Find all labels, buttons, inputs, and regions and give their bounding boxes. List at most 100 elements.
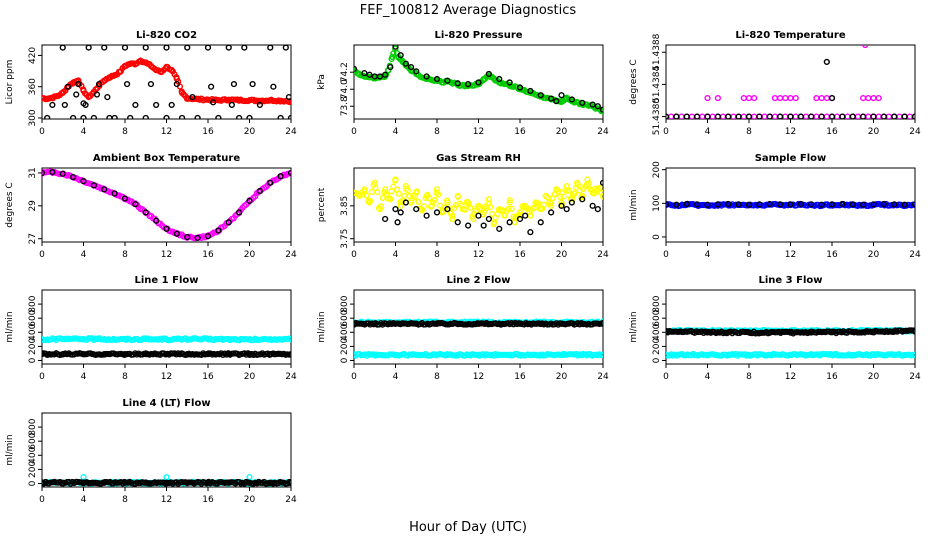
data-point [142, 114, 149, 119]
data-point [208, 83, 215, 90]
data-point [459, 206, 467, 213]
data-point [475, 202, 482, 209]
data-point [80, 178, 87, 185]
data-point [792, 113, 799, 119]
data-point [688, 113, 696, 119]
data-point [584, 176, 591, 183]
data-point [553, 98, 560, 105]
data-point [121, 479, 129, 486]
data-point [397, 202, 404, 209]
data-point [880, 113, 887, 119]
data-point [354, 351, 358, 358]
data-point [101, 351, 108, 358]
data-point [354, 65, 358, 72]
x-tick-label: 24 [285, 495, 297, 505]
y-tick-label: 74.2 [340, 62, 350, 82]
data-point [745, 201, 753, 208]
data-point [839, 113, 846, 119]
panel-title: Ambient Box Temperature [93, 153, 240, 164]
data-point [865, 113, 872, 119]
data-point [246, 479, 253, 486]
data-point [387, 64, 394, 71]
data-point [392, 45, 399, 50]
panel-title: Sample Flow [755, 153, 827, 164]
data-point [599, 320, 603, 327]
x-tick-label: 4 [393, 372, 399, 382]
x-tick-label: 0 [39, 495, 45, 505]
data-point [568, 196, 575, 203]
data-point [137, 57, 144, 64]
y-tick-label: 420 [28, 47, 38, 64]
data-point [178, 89, 186, 97]
data-point [163, 474, 170, 481]
data-point [823, 113, 830, 119]
data-point [745, 94, 753, 102]
data-point [111, 72, 118, 79]
data-point [397, 52, 404, 59]
y-tick-label: 51.4384 [652, 66, 662, 103]
data-point [147, 80, 155, 88]
y-tick-label: 600 [652, 309, 662, 326]
data-point [415, 198, 422, 206]
data-point [579, 192, 586, 200]
x-tick-label: 20 [244, 495, 256, 505]
y-tick-label: 0 [28, 480, 38, 486]
data-point [911, 201, 915, 208]
data-point [548, 202, 555, 209]
data-point [470, 215, 477, 223]
data-point [121, 62, 129, 69]
data-point [106, 114, 113, 119]
data-point [880, 200, 887, 208]
data-point [132, 60, 139, 67]
x-tick-label: 12 [473, 250, 484, 260]
x-tick-label: 4 [705, 127, 711, 137]
panel-title: Line 2 Flow [447, 275, 511, 286]
data-point [433, 351, 441, 358]
data-point [59, 479, 66, 486]
data-point [127, 114, 134, 119]
data-point [210, 99, 217, 106]
panel-title: Line 1 Flow [135, 275, 199, 286]
data-point [818, 201, 825, 208]
y-tick-label: 200 [28, 461, 38, 478]
data-point [382, 215, 389, 223]
x-tick-label: 0 [663, 127, 669, 137]
data-point [906, 113, 913, 119]
data-point [704, 329, 711, 336]
data-point [813, 113, 820, 119]
data-point [392, 320, 399, 327]
x-tick-label: 0 [39, 127, 45, 137]
data-point [704, 94, 711, 102]
y-axis-label: ml/min [5, 434, 15, 465]
x-tick-label: 24 [597, 372, 609, 382]
data-point [163, 351, 170, 358]
data-point [163, 479, 170, 486]
data-point [891, 351, 898, 358]
x-tick-label: 0 [39, 372, 45, 382]
y-tick-label: 400 [340, 323, 350, 340]
data-point [49, 94, 56, 101]
data-point [287, 336, 291, 343]
data-point [490, 219, 498, 226]
panel-line4: Line 4 (LT) Flow 0 4 8 12 16 20 24 0 200400600800… [5, 398, 297, 505]
data-point [725, 200, 732, 208]
data-point [480, 222, 487, 229]
data-point [823, 94, 830, 102]
data-point [745, 329, 753, 336]
data-point [85, 45, 92, 51]
data-point [228, 101, 235, 109]
data-point [287, 114, 291, 119]
data-point [487, 203, 494, 211]
data-point [75, 77, 82, 84]
data-point [782, 94, 789, 102]
data-point [85, 94, 92, 101]
data-point [376, 206, 384, 213]
data-point [465, 222, 472, 229]
data-point [444, 199, 451, 206]
data-point [49, 101, 56, 109]
data-point [73, 91, 80, 98]
data-point [101, 336, 108, 343]
data-point [704, 113, 711, 119]
data-point [725, 113, 732, 119]
data-point [204, 45, 212, 51]
